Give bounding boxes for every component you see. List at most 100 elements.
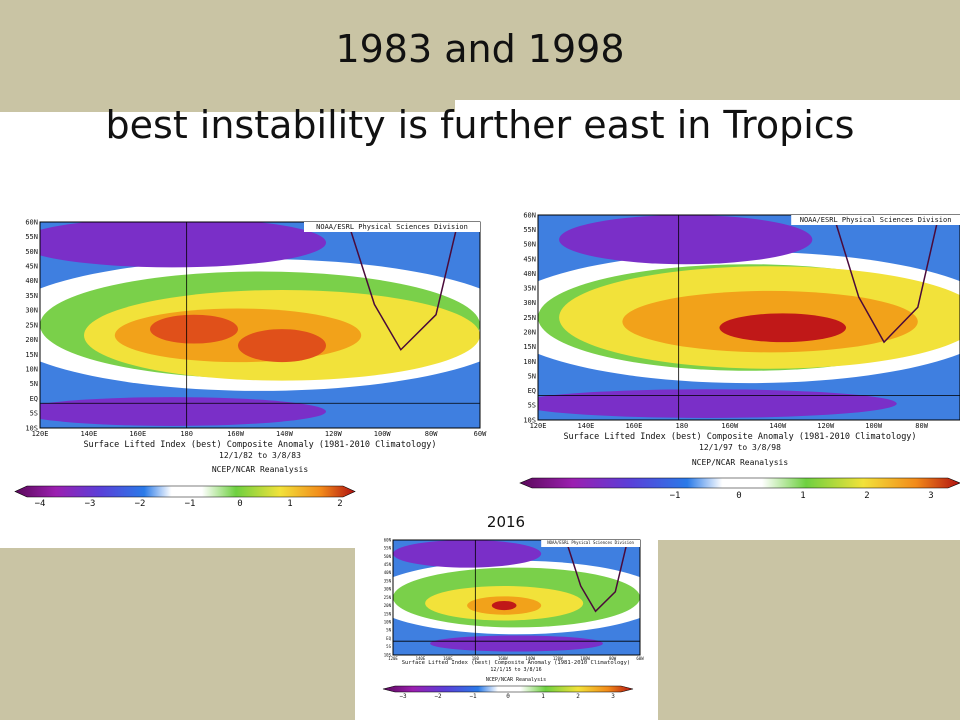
credit-box xyxy=(541,540,640,547)
year-label: 2016 xyxy=(487,513,525,531)
colorbar xyxy=(14,485,356,498)
colorbar-label: −1 xyxy=(469,693,477,700)
lat-label: 50N xyxy=(384,554,392,559)
colorbar-label: 0 xyxy=(237,499,242,509)
caption: 12/1/82 to 3/8/83 xyxy=(219,451,301,460)
credit: NOAA/ESRL Physical Sciences Division xyxy=(547,540,634,545)
map-border xyxy=(392,539,641,656)
caption: NCEP/NCAR Reanalysis xyxy=(692,458,789,467)
lat-label: 45N xyxy=(523,255,536,263)
lat-label: 25N xyxy=(25,321,38,329)
lat-label: 45N xyxy=(384,562,392,567)
lat-label: 5N xyxy=(30,380,38,388)
caption: NCEP/NCAR Reanalysis xyxy=(212,465,309,474)
field xyxy=(238,329,326,363)
lon-label: 80W xyxy=(425,430,438,438)
field xyxy=(114,308,362,363)
colorbar-label: 2 xyxy=(337,499,342,509)
colorbar-label: 3 xyxy=(611,693,615,700)
lat-label: 50N xyxy=(25,248,38,256)
lat-label: 10N xyxy=(25,365,38,373)
map-border xyxy=(39,221,481,429)
lat-label: 40N xyxy=(384,570,392,575)
lat-label: 20N xyxy=(25,336,38,344)
lat-label: 5S xyxy=(528,402,536,410)
colorbar-label: −3 xyxy=(399,693,407,700)
lon-label: 140W xyxy=(769,422,787,430)
credit-box xyxy=(791,215,960,225)
lat-label: EQ xyxy=(386,636,391,641)
lon-label: 140E xyxy=(80,430,97,438)
bottom-band xyxy=(0,548,355,720)
lat-label: 5N xyxy=(386,628,391,633)
lat-label: 40N xyxy=(25,277,38,285)
land xyxy=(347,222,459,351)
caption: Surface Lifted Index (best) Composite An… xyxy=(83,440,436,450)
colorbar-label: −1 xyxy=(670,491,681,501)
field xyxy=(40,397,326,426)
lon-label: 60W xyxy=(636,656,644,661)
lon-label: 160E xyxy=(443,656,453,661)
land xyxy=(565,540,629,613)
lat-label: 55N xyxy=(523,226,536,234)
map-field xyxy=(40,222,480,428)
bottom-band xyxy=(658,540,960,720)
land xyxy=(832,215,940,344)
colorbar-label: 2 xyxy=(864,491,869,501)
lat-label: 45N xyxy=(25,262,38,270)
lat-label: 10S xyxy=(523,416,536,424)
lon-label: 120W xyxy=(817,422,835,430)
colorbar-label: 3 xyxy=(928,491,933,501)
lat-label: 15N xyxy=(384,611,392,616)
lon-label: 120E xyxy=(388,656,398,661)
lat-label: 50N xyxy=(523,241,536,249)
lat-label: 60N xyxy=(384,537,392,542)
lat-label: 15N xyxy=(523,343,536,351)
lat-label: 25N xyxy=(384,595,392,600)
lon-label: 140E xyxy=(578,422,595,430)
lat-label: 60N xyxy=(523,211,536,219)
lon-label: 140W xyxy=(276,430,294,438)
lat-label: 35N xyxy=(384,578,392,583)
lat-label: 60N xyxy=(25,218,38,226)
field xyxy=(150,314,238,344)
colorbar-label: −2 xyxy=(434,693,442,700)
colorbar-label: −1 xyxy=(185,499,196,509)
lat-label: 40N xyxy=(523,270,536,278)
lon-label: 120E xyxy=(32,430,49,438)
title: best instability is further east in Trop… xyxy=(106,103,855,147)
lat-label: 35N xyxy=(25,292,38,300)
colorbar-label: 0 xyxy=(506,693,510,700)
credit-box xyxy=(304,222,480,232)
lat-label: 5S xyxy=(30,410,38,418)
lat-label: 15N xyxy=(25,351,38,359)
colorbar-label: 1 xyxy=(541,693,545,700)
lon-label: 80W xyxy=(915,422,928,430)
field xyxy=(719,313,847,343)
top-band xyxy=(0,0,960,100)
field xyxy=(491,600,517,611)
colorbar-label: 0 xyxy=(736,491,741,501)
map: NOAA/ESRL Physical Sciences Division 60N 5… xyxy=(14,218,487,509)
lat-label: 10N xyxy=(523,358,536,366)
colorbar-label: 2 xyxy=(576,693,580,700)
field xyxy=(559,215,813,265)
caption: NCEP/NCAR Reanalysis xyxy=(486,677,546,683)
colorbar-label: −4 xyxy=(35,499,46,509)
lat-label: 55N xyxy=(25,233,38,241)
lat-label: 20N xyxy=(384,603,392,608)
lon-label: 180 xyxy=(472,656,480,661)
colorbar-label: 1 xyxy=(800,491,805,501)
lon-label: 100W xyxy=(865,422,883,430)
lon-label: 120W xyxy=(325,430,343,438)
top-band xyxy=(0,100,455,112)
caption: Surface Lifted Index (best) Composite An… xyxy=(563,432,916,442)
lat-label: 25N xyxy=(523,314,536,322)
field xyxy=(430,635,603,652)
lon-label: 60W xyxy=(474,430,487,438)
field xyxy=(538,389,897,418)
lon-label: 120E xyxy=(530,422,547,430)
field xyxy=(40,222,326,268)
